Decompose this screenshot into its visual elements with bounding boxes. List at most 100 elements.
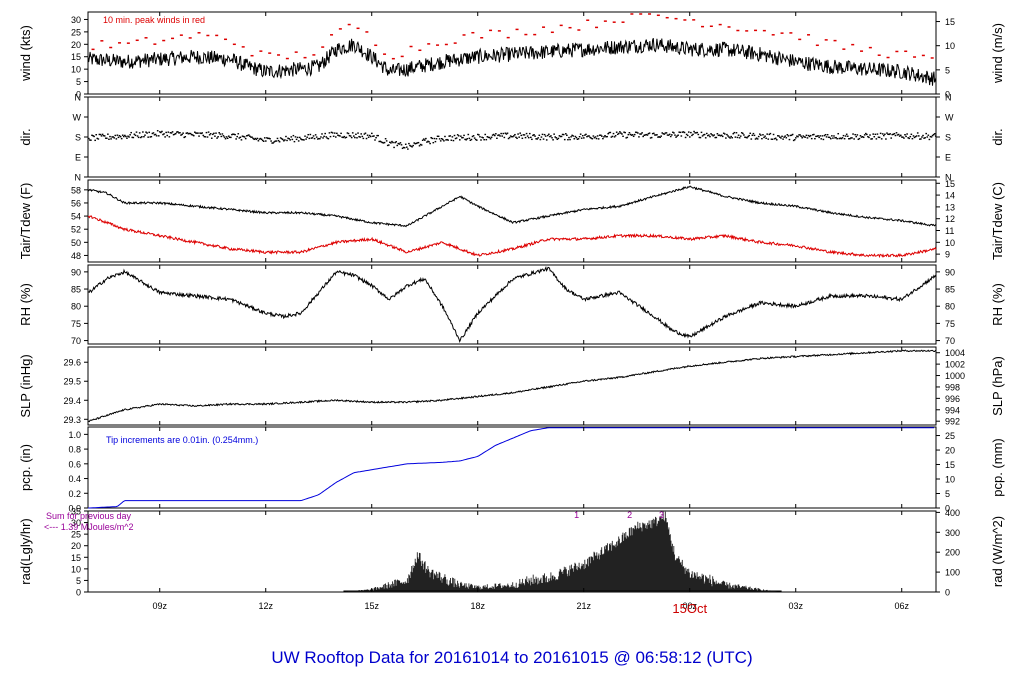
dir-point bbox=[206, 136, 209, 138]
dir-point bbox=[443, 140, 445, 142]
dir-point bbox=[502, 132, 505, 135]
dir-point bbox=[687, 131, 690, 133]
ytick-label-right-dir: N bbox=[945, 173, 952, 183]
dir-point bbox=[725, 137, 727, 139]
radiation-marker: 3 bbox=[659, 510, 664, 520]
dir-point bbox=[551, 137, 553, 139]
date-label: 15Oct bbox=[672, 601, 707, 616]
dir-point bbox=[872, 133, 874, 135]
dir-point bbox=[753, 134, 756, 137]
dir-point bbox=[290, 136, 293, 138]
panel-frame-slp bbox=[87, 346, 937, 426]
dir-point bbox=[513, 135, 515, 137]
dir-point bbox=[390, 142, 392, 144]
ytick-label-left-rh: 75 bbox=[71, 319, 81, 329]
peak-wind-mark bbox=[683, 19, 687, 21]
dir-point bbox=[432, 141, 435, 144]
dir-point bbox=[98, 133, 101, 136]
dir-point bbox=[767, 138, 770, 140]
dir-point bbox=[750, 138, 753, 140]
dir-point bbox=[588, 135, 590, 137]
ytick-label-right-dir: N bbox=[945, 93, 952, 103]
dir-point bbox=[528, 132, 531, 135]
dir-point bbox=[772, 133, 775, 136]
dir-point bbox=[348, 134, 351, 137]
ytick-label-left-slp: 29.3 bbox=[63, 415, 81, 425]
peak-wind-mark bbox=[347, 23, 351, 26]
dir-point bbox=[148, 131, 151, 134]
dir-point bbox=[815, 135, 817, 138]
dir-point bbox=[434, 140, 437, 143]
peak-wind-mark bbox=[268, 52, 272, 54]
ytick-label-right-pcp: 20 bbox=[945, 446, 955, 456]
dir-point bbox=[147, 136, 149, 138]
panel-frame-rh bbox=[87, 264, 937, 345]
dir-point bbox=[110, 138, 112, 140]
dir-point bbox=[191, 134, 194, 136]
ytick-label-right-slp: 1002 bbox=[945, 360, 965, 370]
ytick-label-left-slp: 29.4 bbox=[63, 396, 81, 406]
peak-wind-mark bbox=[586, 19, 590, 21]
dir-point bbox=[818, 136, 820, 139]
dir-point bbox=[319, 138, 321, 140]
dir-point bbox=[703, 133, 706, 136]
peak-wind-mark bbox=[400, 55, 404, 58]
ytick-label-right-temp: 15 bbox=[945, 179, 955, 189]
dir-point bbox=[697, 133, 700, 136]
dir-point bbox=[610, 136, 613, 138]
dir-point bbox=[145, 131, 147, 133]
dir-point bbox=[517, 133, 519, 135]
dir-point bbox=[218, 132, 220, 134]
peak-wind-mark bbox=[762, 29, 766, 32]
dir-point bbox=[826, 133, 829, 136]
dir-point bbox=[932, 133, 935, 136]
dir-point bbox=[546, 134, 549, 137]
dir-point bbox=[904, 134, 906, 136]
dir-point bbox=[325, 136, 328, 138]
ytick-label-left-slp: 29.6 bbox=[63, 358, 81, 368]
dir-point bbox=[430, 136, 432, 139]
peak-wind-mark bbox=[118, 42, 122, 44]
ylabel-right-wind: wind (m/s) bbox=[990, 23, 1005, 84]
dir-point bbox=[773, 138, 776, 140]
dir-point bbox=[917, 135, 920, 137]
dir-point bbox=[509, 135, 512, 137]
dir-point bbox=[661, 132, 664, 134]
dir-point bbox=[375, 137, 377, 139]
ytick-label-right-slp: 998 bbox=[945, 382, 960, 392]
dir-point bbox=[408, 142, 410, 145]
dir-point bbox=[700, 131, 703, 134]
dir-point bbox=[533, 134, 535, 136]
dir-point bbox=[791, 133, 794, 136]
dir-point bbox=[881, 133, 884, 135]
dir-point bbox=[586, 135, 588, 138]
ytick-label-left-pcp: 0.8 bbox=[68, 445, 81, 455]
dir-point bbox=[359, 136, 361, 138]
dir-point bbox=[545, 139, 548, 141]
dir-point bbox=[695, 132, 697, 134]
dir-point bbox=[365, 137, 368, 140]
ytick-label-left-dir: E bbox=[75, 153, 81, 163]
dir-point bbox=[400, 144, 403, 146]
dir-point bbox=[628, 132, 631, 134]
ytick-label-right-slp: 992 bbox=[945, 417, 960, 427]
dir-point bbox=[242, 135, 245, 138]
dir-point bbox=[95, 133, 98, 136]
peak-wind-mark bbox=[621, 21, 625, 23]
dir-point bbox=[340, 132, 342, 135]
dir-point bbox=[664, 132, 667, 134]
dir-point bbox=[424, 139, 426, 141]
meteogram-svg: wind (kts) wind (m/s)05101520253005101510… bbox=[18, 11, 1005, 616]
dir-point bbox=[339, 135, 341, 137]
peak-wind-mark bbox=[868, 46, 872, 49]
dir-point bbox=[861, 135, 864, 138]
dir-point bbox=[369, 135, 372, 138]
dir-point bbox=[693, 130, 695, 133]
dir-point bbox=[786, 134, 789, 136]
peak-wind-mark bbox=[824, 39, 828, 41]
dir-point bbox=[252, 137, 254, 140]
dir-point bbox=[521, 137, 524, 140]
dir-point bbox=[232, 133, 234, 135]
dir-point bbox=[589, 136, 591, 139]
dir-point bbox=[678, 131, 681, 133]
